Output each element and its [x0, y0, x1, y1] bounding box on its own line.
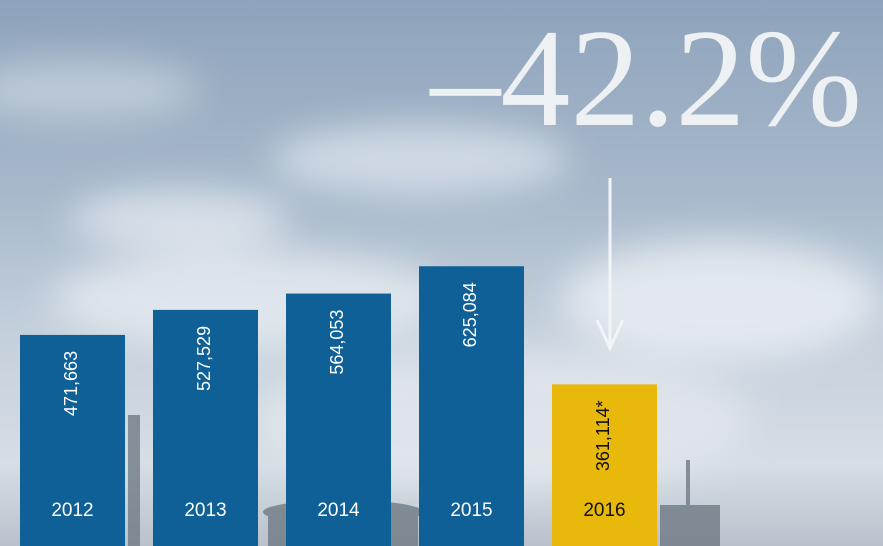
category-label: 2015	[450, 500, 492, 521]
change-annotation: –42.2%	[429, 1, 862, 156]
category-label: 2013	[184, 500, 226, 521]
infographic: 471,663 2012 527,529 2013 564,053 2014 625,084…	[0, 0, 883, 546]
value-label: 361,114*	[593, 400, 613, 471]
value-label: 625,084	[460, 282, 480, 347]
value-label: 564,053	[327, 310, 347, 375]
category-label: 2012	[51, 500, 93, 521]
value-label: 527,529	[194, 326, 214, 391]
category-label: 2014	[317, 500, 360, 521]
category-label: 2016	[583, 500, 625, 521]
chart: 471,663 2012 527,529 2013 564,053 2014 625,084…	[0, 0, 883, 546]
value-label: 471,663	[61, 351, 81, 416]
